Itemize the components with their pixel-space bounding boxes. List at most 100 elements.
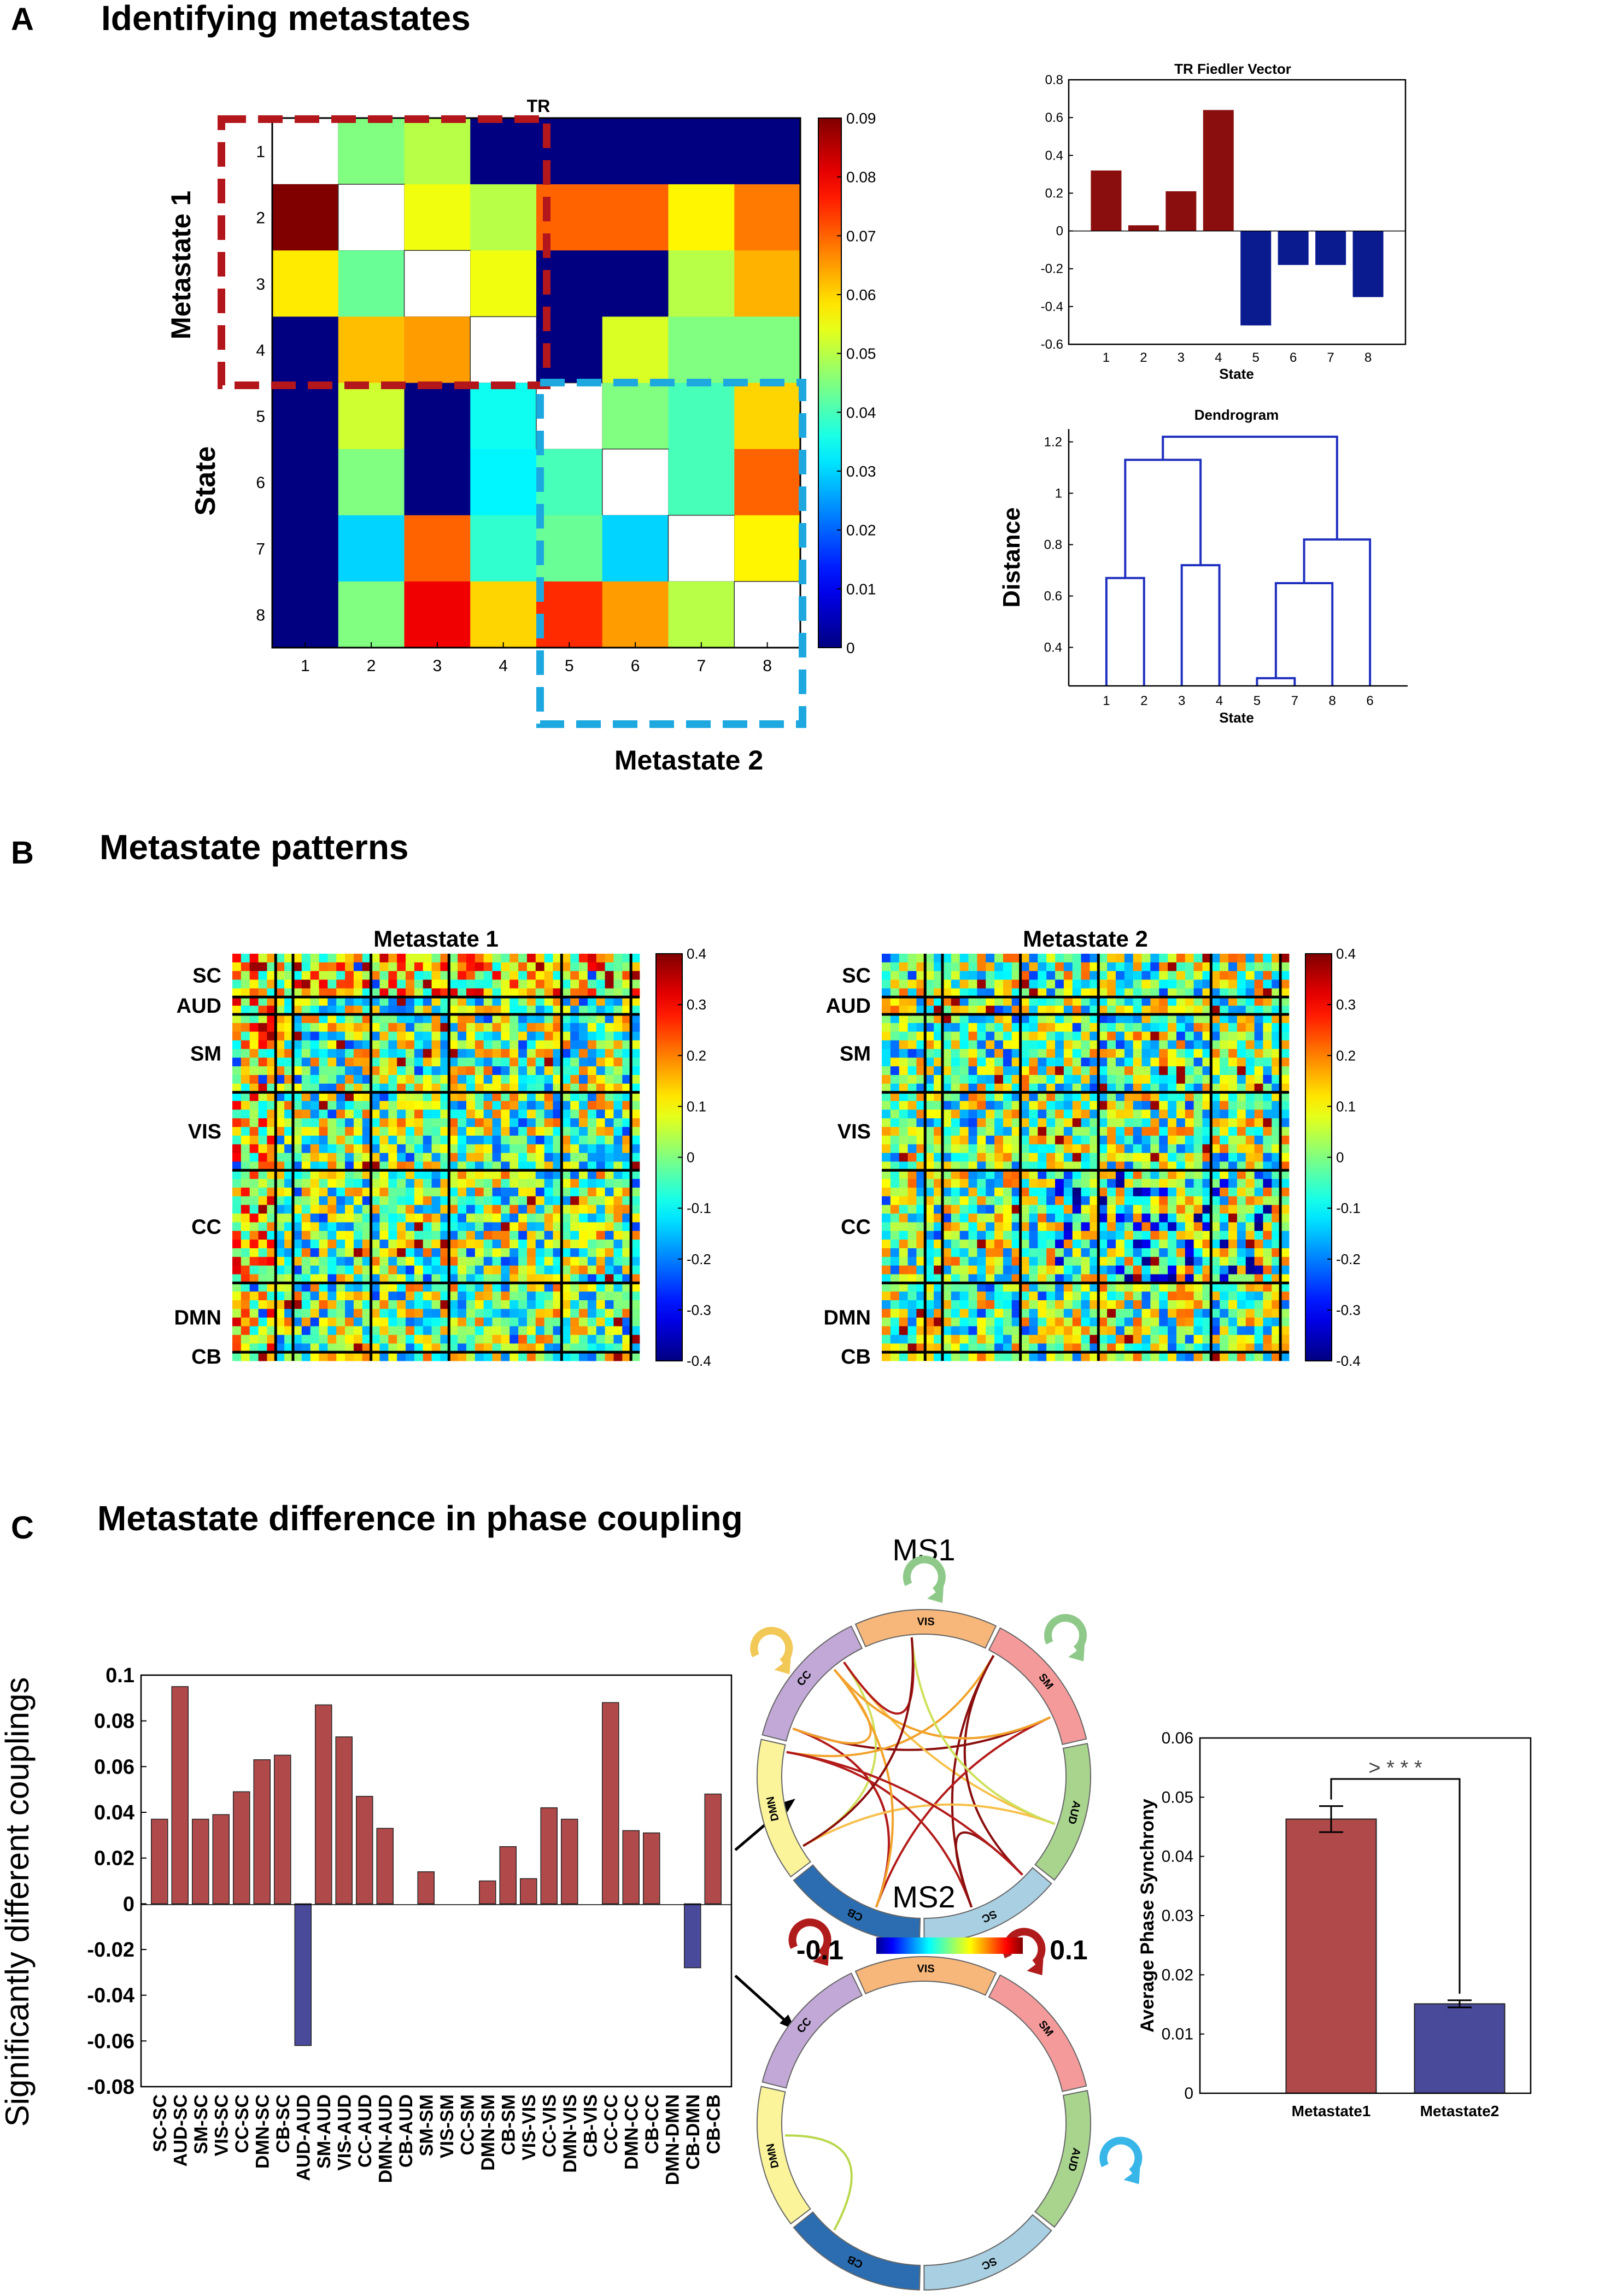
pattern-cell: [518, 1248, 528, 1258]
pattern-cell: [1038, 1248, 1047, 1258]
pattern-cell: [292, 1083, 302, 1093]
pattern-cell: [1115, 1283, 1125, 1292]
pattern-cell: [284, 1153, 294, 1162]
pattern-cell: [1011, 997, 1021, 1006]
pattern-cell: [907, 971, 917, 980]
pattern-cell: [1150, 1240, 1159, 1249]
pattern-cell: [1055, 1222, 1064, 1231]
pattern-cell: [1272, 1308, 1281, 1318]
pattern-cell: [526, 1179, 536, 1188]
pattern-cell: [1141, 1161, 1151, 1171]
pattern-cell: [570, 997, 579, 1006]
pattern-cell: [483, 979, 493, 989]
pattern-cell: [1107, 1058, 1116, 1067]
pattern-cell: [1090, 1066, 1099, 1076]
pattern-cell: [397, 1213, 406, 1223]
pattern-cell: [509, 1144, 519, 1153]
pattern-cell: [345, 954, 354, 963]
pattern-cell: [1141, 1256, 1151, 1266]
pattern-cell: [301, 1213, 311, 1223]
pattern-cell: [605, 1144, 614, 1153]
pattern-cell: [1193, 1023, 1203, 1032]
pattern-cell: [951, 1317, 960, 1326]
pattern-cell: [1029, 1058, 1038, 1067]
pattern-cell: [1081, 1213, 1090, 1223]
pattern-cell: [1176, 1058, 1186, 1067]
pattern-cell: [475, 1352, 484, 1361]
pattern-cell: [1020, 1049, 1029, 1058]
pattern-cell: [994, 1031, 1004, 1041]
pattern-cell: [1003, 1222, 1012, 1231]
pattern-cell: [249, 1308, 259, 1318]
pattern-cell: [1176, 988, 1186, 997]
pattern-cell: [907, 1058, 917, 1067]
pattern-cell: [362, 1135, 372, 1145]
pattern-cell: [371, 1231, 380, 1240]
pattern-cell: [1003, 1308, 1012, 1318]
pattern-cell: [1185, 1265, 1194, 1275]
pattern-cell: [475, 962, 484, 972]
pattern-cell: [1263, 1335, 1272, 1344]
pattern-cell: [241, 1066, 250, 1076]
pattern-cell: [1141, 1196, 1151, 1206]
pattern-cell: [1272, 1222, 1281, 1231]
pattern-cell: [1185, 1144, 1194, 1153]
pattern-cell: [249, 1205, 259, 1214]
pattern-cell: [232, 1335, 242, 1344]
pattern-cell: [959, 1317, 969, 1326]
pattern-cell: [258, 1308, 267, 1318]
pattern-cell: [1124, 1196, 1134, 1206]
pattern-cell: [1141, 1179, 1151, 1188]
pattern-cell: [1211, 1170, 1220, 1179]
pattern-cell: [1081, 1187, 1090, 1197]
pattern-cell: [232, 1074, 242, 1084]
pattern-cell: [241, 1240, 250, 1249]
pattern-cell: [466, 1006, 476, 1015]
pattern-cell: [1193, 1170, 1203, 1179]
pattern-cell: [1211, 1040, 1220, 1049]
pattern-cell: [241, 1326, 250, 1335]
pattern-cell: [1245, 1040, 1255, 1049]
pattern-cell: [276, 1231, 285, 1240]
pattern-cell: [466, 1265, 476, 1275]
pattern-cell: [951, 1222, 960, 1231]
pattern-cell: [951, 1326, 960, 1335]
pattern-cell: [371, 1153, 380, 1162]
pattern-cell: [526, 1291, 536, 1301]
pattern-cell: [1168, 1170, 1177, 1179]
pattern-cell: [1185, 1023, 1194, 1032]
pattern-cell: [276, 1256, 285, 1266]
pattern-cell: [1168, 1153, 1177, 1162]
pattern-cell: [1168, 1248, 1177, 1258]
pattern-cell: [1150, 1300, 1159, 1310]
pattern-cell: [613, 1317, 623, 1326]
pattern-cell: [501, 1222, 510, 1231]
pattern-cell: [414, 1058, 424, 1067]
pattern-cell: [501, 1300, 510, 1310]
pattern-cell: [431, 1352, 441, 1361]
pattern-cell: [249, 1058, 259, 1067]
pattern-cell: [1245, 1118, 1255, 1128]
pattern-cell: [587, 1352, 597, 1361]
pattern-cell: [1098, 1179, 1108, 1188]
pattern-cell: [942, 979, 952, 989]
pattern-cell: [1081, 1317, 1090, 1326]
pattern-cell: [284, 1006, 294, 1015]
pattern-cell: [1003, 1058, 1012, 1067]
pattern-cell: [1280, 1118, 1290, 1128]
pattern-cell: [1202, 1066, 1211, 1076]
pattern-cell: [397, 1161, 406, 1171]
pattern-cell: [1020, 1317, 1029, 1326]
pattern-cell: [509, 1074, 519, 1084]
pattern-cell: [1280, 1006, 1290, 1015]
pattern-cell: [1280, 1014, 1290, 1024]
pattern-cell: [596, 1213, 605, 1223]
pattern-cell: [336, 1300, 345, 1310]
pattern-cell: [1245, 1066, 1255, 1076]
tm-colorbar-label: 0.05: [846, 345, 876, 362]
pattern-cell: [483, 1014, 493, 1024]
pattern-cell: [336, 1274, 345, 1283]
pattern-cell: [1063, 1283, 1073, 1292]
pattern-cell: [232, 954, 242, 963]
pattern-cell: [301, 1240, 311, 1249]
